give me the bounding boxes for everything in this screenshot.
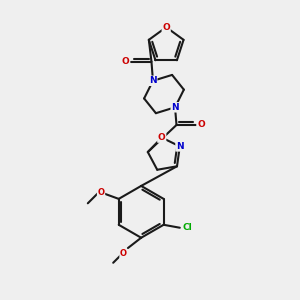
Text: Cl: Cl: [183, 223, 193, 232]
Text: N: N: [149, 76, 157, 85]
Text: O: O: [197, 121, 205, 130]
Text: N: N: [176, 142, 184, 151]
Text: O: O: [122, 57, 129, 66]
Text: N: N: [171, 103, 179, 112]
Text: O: O: [158, 133, 166, 142]
Text: O: O: [98, 188, 105, 197]
Text: O: O: [120, 249, 127, 258]
Text: O: O: [162, 23, 170, 32]
